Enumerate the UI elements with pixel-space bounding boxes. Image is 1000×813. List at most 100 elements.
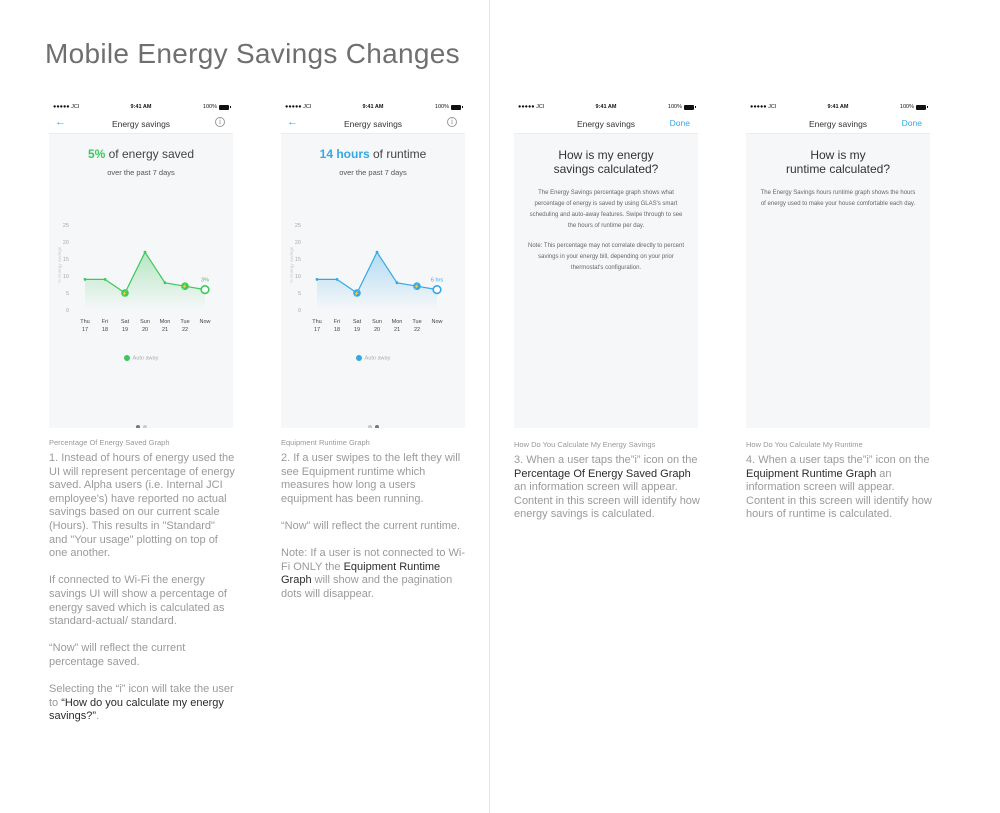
period-label: over the past 7 days [107, 168, 175, 177]
page-title: Mobile Energy Savings Changes [45, 38, 460, 69]
series-area [317, 252, 437, 310]
x-tick-date: 20 [374, 327, 380, 333]
nav-title: Energy savings [576, 119, 636, 129]
x-tick-day: Sat [121, 319, 130, 325]
status-bar: ●●●●● JCI 9:41 AM 100% [49, 100, 233, 114]
y-tick-label: 5 [66, 291, 69, 297]
desc-text: an information screen will appear. Conte… [514, 481, 700, 521]
data-point [103, 278, 107, 281]
data-point [83, 278, 87, 281]
x-tick-day: Thu [312, 319, 321, 325]
info-body: The Energy Savings percentage graph show… [526, 188, 686, 283]
caption-runtime-info: How Do You Calculate My Runtime [746, 440, 863, 449]
bolt-icon: ⚡ [354, 290, 360, 297]
y-tick-label: 10 [63, 274, 69, 280]
runtime-headline: 14 hours of runtime [281, 147, 465, 161]
x-tick-day: Now [431, 319, 442, 325]
highlight-link: Equipment Runtime Graph [281, 560, 441, 587]
end-value-label: 6 hrs [431, 278, 443, 284]
data-point [143, 250, 147, 254]
data-point [335, 278, 339, 281]
desc-paragraph: “Now” will reflect the current percentag… [49, 642, 186, 668]
highlight-link: Equipment Runtime Graph [746, 467, 877, 480]
y-tick-label: 20 [63, 240, 69, 246]
x-tick-date: 19 [122, 327, 128, 333]
desc-paragraph: Note: If a user is not connected to Wi-F… [281, 547, 467, 601]
status-time: 9:41 AM [362, 104, 384, 110]
info-icon[interactable]: i [215, 117, 225, 127]
status-bar: ●●●●● JCI 9:41 AM 100% [514, 100, 698, 114]
desc-paragraph: 4. When a user taps the”i” icon on the E… [746, 454, 932, 522]
info-title-line-2: runtime calculated? [785, 162, 891, 176]
auto-away-icon [355, 355, 362, 361]
desc-text: Note: If a user is not connected to Wi-F… [281, 547, 466, 573]
battery-icon [219, 104, 231, 110]
runtime-chart: 25 20 15 10 5 0 % Energy savings ⚡ ⚡ 6 hrs Thu 17 Fr… [289, 223, 443, 333]
back-arrow-icon[interactable]: ← [55, 116, 66, 128]
back-arrow-icon[interactable]: ← [287, 116, 298, 128]
auto-away-point [353, 289, 361, 297]
x-tick-date: 22 [182, 327, 188, 333]
y-tick-label: 15 [63, 257, 69, 263]
x-tick-day: Sun [372, 319, 382, 325]
desc-paragraph: If connected to Wi-Fi the energy savings… [49, 574, 227, 628]
nav-title: Energy savings [808, 119, 868, 129]
carrier-signal: ●●●●● JCI [53, 104, 80, 110]
carrier-signal: ●●●●● JCI [518, 104, 545, 110]
data-point [315, 278, 319, 281]
done-button[interactable]: Done [901, 118, 922, 128]
y-tick-label: 10 [295, 274, 301, 280]
battery-percent: 100% [202, 104, 217, 110]
nav-bar: Energy savings Done [514, 114, 698, 134]
info-icon[interactable]: i [447, 117, 457, 127]
x-tick-date: 18 [334, 327, 340, 333]
savings-value: 5% [87, 147, 106, 161]
desc-paragraph: Selecting the “i” icon will take the use… [49, 683, 235, 724]
end-value-label: 3% [201, 278, 209, 284]
nav-bar: Energy savings Done [746, 114, 930, 134]
x-tick-day: Fri [334, 319, 340, 325]
pager-dot-2[interactable] [374, 425, 379, 428]
done-button[interactable]: Done [669, 118, 690, 128]
battery-icon [684, 104, 696, 110]
y-tick-label: 5 [298, 291, 301, 297]
x-tick-day: Fri [102, 319, 108, 325]
desc-text: 4. When a user taps the”i” icon on the [746, 454, 930, 466]
chart-legend: Auto away [49, 355, 233, 361]
series-area [85, 252, 205, 310]
status-time: 9:41 AM [595, 104, 617, 110]
x-tick-date: 19 [354, 327, 360, 333]
chart-legend: Auto away [281, 355, 465, 361]
battery-percent: 100% [434, 104, 449, 110]
nav-title: Energy savings [111, 119, 171, 129]
carrier-signal: ●●●●● JCI [750, 104, 777, 110]
pagination-dots[interactable] [49, 416, 233, 428]
period-label: over the past 7 days [339, 168, 407, 177]
pager-dot-2[interactable] [142, 425, 147, 428]
nav-title: Energy savings [343, 119, 403, 129]
pager-dot-1[interactable] [367, 425, 372, 428]
x-tick-day: Tue [412, 319, 421, 325]
info-title: How is my energy savings calculated? [514, 148, 698, 176]
bolt-icon: ⚡ [182, 283, 188, 290]
pagination-dots[interactable] [281, 416, 465, 428]
info-title-line-1: How is my energy [558, 148, 654, 162]
bolt-icon: ⚡ [122, 290, 128, 297]
x-tick-day: Thu [80, 319, 89, 325]
y-tick-label: 25 [295, 223, 301, 229]
runtime-value: 14 hours [319, 147, 370, 161]
description-runtime-info: 4. When a user taps the”i” icon on the E… [746, 454, 932, 536]
info-title-line-2: savings calculated? [553, 162, 659, 176]
y-axis-label: % Energy savings [289, 246, 294, 283]
y-tick-label: 25 [63, 223, 69, 229]
savings-headline: 5% of energy saved [49, 147, 233, 161]
bolt-icon: ⚡ [414, 283, 420, 290]
info-body: The Energy Savings hours runtime graph s… [758, 188, 918, 219]
description-energy-saved: 1. Instead of hours of energy used the U… [49, 452, 235, 737]
y-tick-label: 15 [295, 257, 301, 263]
nav-bar: ← Energy savings i [49, 114, 233, 134]
x-tick-day: Sat [353, 319, 362, 325]
battery-icon [916, 104, 928, 110]
pager-dot-1[interactable] [135, 425, 140, 428]
y-tick-label: 0 [66, 308, 69, 314]
